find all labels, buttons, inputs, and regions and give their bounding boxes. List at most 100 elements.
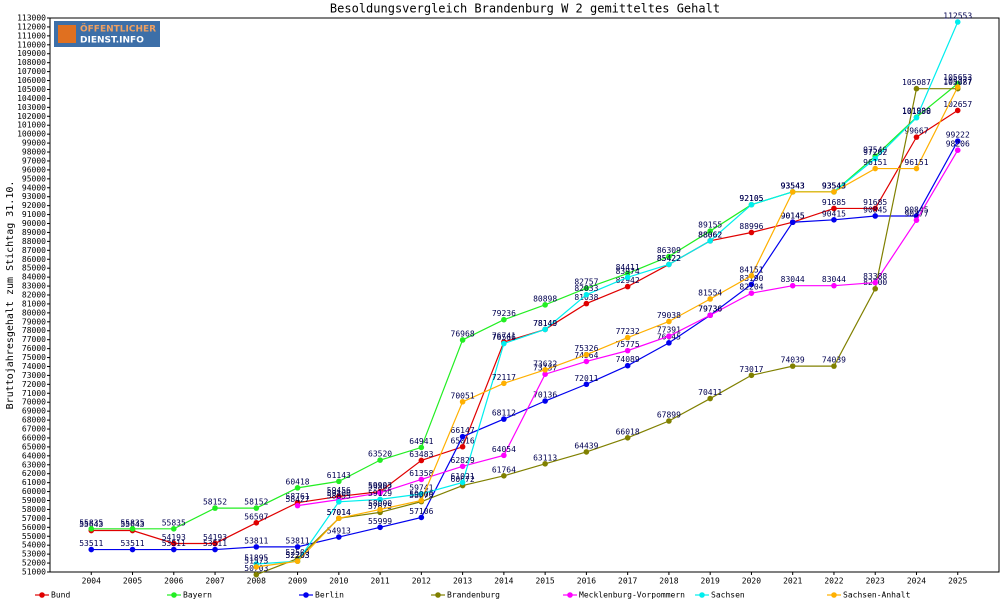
value-label: 82204 [739, 283, 763, 292]
value-label: 57014 [327, 508, 351, 517]
point [954, 107, 961, 114]
value-label: 52203 [286, 551, 310, 560]
y-tick-label: 78000 [22, 326, 46, 335]
point [459, 433, 466, 440]
legend-marker [567, 592, 573, 598]
y-tick-label: 101000 [17, 121, 46, 130]
value-label: 88062 [698, 230, 722, 239]
point [459, 337, 466, 343]
point [542, 366, 548, 373]
value-label: 105087 [943, 78, 972, 87]
point [789, 282, 796, 289]
point [294, 485, 301, 491]
point [501, 416, 507, 422]
point [624, 347, 631, 354]
point [253, 505, 260, 511]
value-label: 54193 [162, 533, 186, 542]
value-label: 92105 [739, 194, 763, 203]
point [954, 19, 961, 25]
value-label: 86309 [657, 246, 681, 255]
value-label: 63483 [409, 450, 433, 459]
value-label: 83044 [781, 275, 805, 284]
y-tick-label: 57000 [22, 514, 46, 523]
y-tick-label: 80000 [22, 308, 46, 317]
value-label: 74089 [616, 355, 640, 364]
point [831, 282, 837, 289]
y-tick-label: 64000 [22, 451, 46, 460]
point [129, 546, 136, 553]
legend-marker [171, 592, 177, 598]
y-tick-label: 51000 [22, 568, 46, 577]
value-label: 78149 [533, 319, 557, 328]
y-tick-label: 84000 [22, 273, 46, 282]
point [831, 205, 837, 212]
point [707, 228, 713, 234]
point [748, 229, 755, 236]
y-tick-label: 81000 [22, 299, 46, 308]
value-label: 66147 [451, 426, 475, 435]
series-line [91, 140, 959, 551]
value-label: 82757 [574, 278, 598, 287]
point [129, 525, 136, 532]
y-tick-label: 92000 [22, 201, 46, 210]
point [789, 363, 796, 369]
point [583, 358, 590, 365]
value-label: 57675 [368, 502, 392, 511]
y-tick-label: 61000 [22, 478, 46, 487]
point [459, 463, 466, 470]
value-label: 59993 [368, 481, 392, 490]
value-label: 101838 [902, 107, 931, 116]
y-tick-label: 70000 [22, 398, 46, 407]
value-label: 53511 [162, 539, 186, 548]
value-label: 79736 [698, 305, 722, 314]
point [459, 398, 466, 405]
value-label: 64439 [574, 441, 598, 450]
y-tick-label: 58000 [22, 505, 46, 514]
value-label: 64941 [409, 437, 433, 446]
value-label: 56507 [244, 512, 268, 521]
point [913, 114, 920, 121]
value-label: 92105 [739, 194, 763, 203]
x-tick-label: 2024 [907, 577, 926, 586]
point [872, 213, 879, 219]
logo: ÖFFENTLICHER DIENST.INFO [54, 21, 160, 47]
y-tick-label: 109000 [17, 49, 46, 58]
legend-marker [303, 592, 309, 598]
point [583, 351, 590, 358]
y-tick-label: 52000 [22, 559, 46, 568]
point [872, 205, 879, 212]
point [666, 333, 672, 339]
legend-label: Brandenburg [447, 591, 500, 600]
point [377, 524, 383, 531]
x-tick-label: 2008 [247, 577, 266, 586]
value-label: 54913 [327, 527, 351, 536]
point [212, 546, 218, 553]
value-label: 74039 [781, 356, 805, 365]
point [294, 544, 301, 550]
point [913, 217, 920, 223]
point [294, 558, 301, 565]
value-label: 98206 [946, 140, 970, 149]
x-tick-label: 2004 [82, 577, 101, 586]
x-tick-label: 2006 [164, 577, 183, 586]
point [377, 490, 383, 496]
x-tick-label: 2018 [659, 577, 678, 586]
value-label: 61764 [492, 465, 516, 474]
value-label: 63520 [368, 450, 392, 459]
point [831, 363, 837, 369]
point [831, 217, 837, 223]
point [212, 505, 218, 511]
y-tick-label: 59000 [22, 496, 46, 505]
logo-text: DIENST.INFO [80, 36, 144, 46]
y-tick-label: 105000 [17, 85, 46, 94]
point [459, 443, 466, 450]
x-tick-label: 2020 [742, 577, 761, 586]
y-tick-label: 90000 [22, 219, 46, 228]
y-tick-label: 71000 [22, 389, 46, 398]
x-tick-label: 2016 [577, 577, 596, 586]
y-tick-label: 79000 [22, 317, 46, 326]
x-tick-label: 2017 [618, 577, 637, 586]
y-axis-label: Bruttojahresgehalt zum Stichtag 31.10. [5, 181, 16, 410]
x-tick-label: 2019 [701, 577, 720, 586]
point [954, 147, 961, 153]
